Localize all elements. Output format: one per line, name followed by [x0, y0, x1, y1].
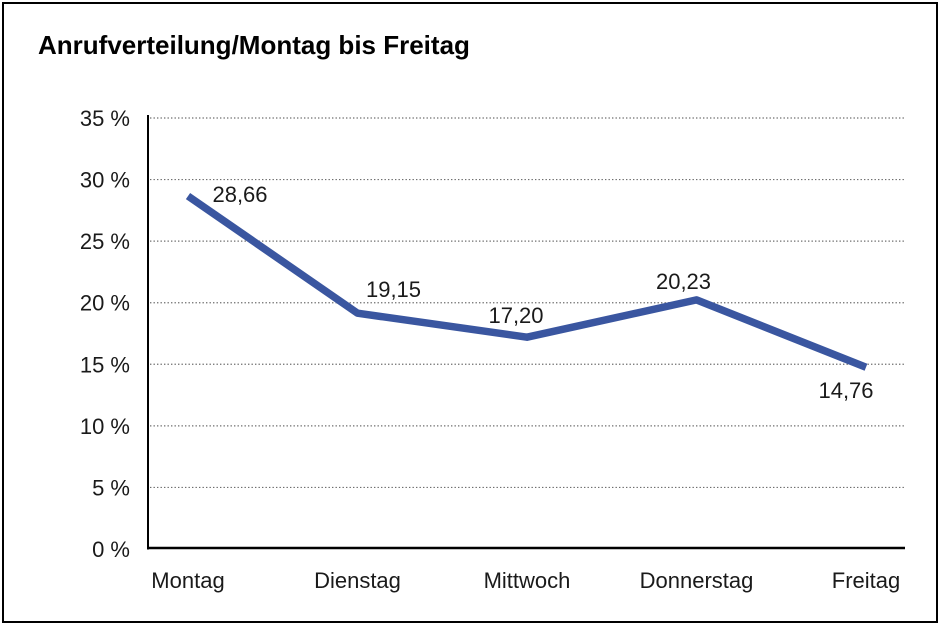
data-label: 14,76 [818, 378, 873, 403]
x-axis-category-label: Montag [151, 568, 224, 593]
data-label: 19,15 [366, 277, 421, 302]
y-axis-tick-label: 10 % [80, 414, 130, 439]
chart-title: Anrufverteilung/Montag bis Freitag [38, 30, 470, 60]
y-axis-tick-label: 20 % [80, 291, 130, 316]
series-line [185, 192, 868, 371]
x-axis-category-label: Mittwoch [484, 568, 571, 593]
data-label: 17,20 [488, 303, 543, 328]
y-axis-tick-label: 35 % [80, 106, 130, 131]
y-axis-tick-label: 15 % [80, 352, 130, 377]
y-axis-tick-label: 5 % [92, 475, 130, 500]
x-axis-category-label: Dienstag [314, 568, 401, 593]
data-label: 20,23 [656, 269, 711, 294]
x-axis-category-label: Freitag [832, 568, 900, 593]
y-axis-tick-label: 0 % [92, 537, 130, 562]
x-axis-category-label: Donnerstag [640, 568, 754, 593]
data-label: 28,66 [212, 182, 267, 207]
y-axis-tick-label: 30 % [80, 168, 130, 193]
y-axis-tick-label: 25 % [80, 229, 130, 254]
